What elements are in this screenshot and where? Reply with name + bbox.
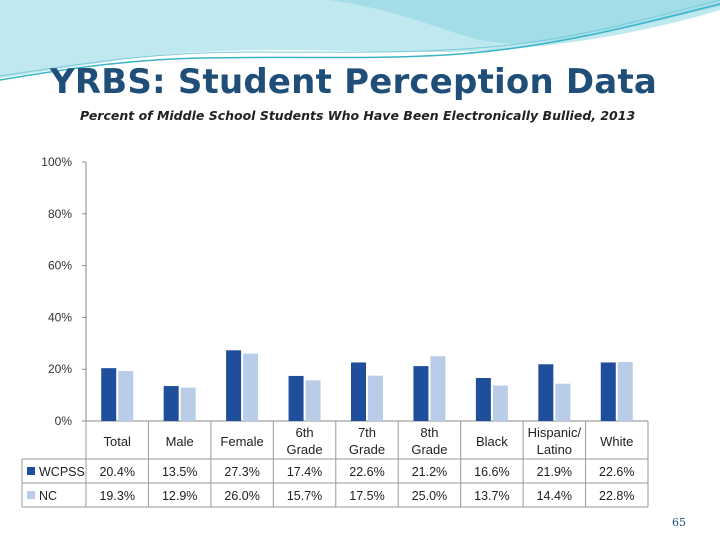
bar-nc: [305, 380, 321, 421]
chart-title: Percent of Middle School Students Who Ha…: [80, 108, 636, 123]
data-cell: 26.0%: [224, 489, 259, 503]
page-number: 65: [672, 516, 686, 529]
slide-title: YRBS: Student Perception Data: [50, 62, 658, 102]
bar-chart: 0% 20% 40% 60% 80% 100% Total Male Female 6th Grad…: [21, 155, 649, 508]
y-tick-label: 60%: [48, 259, 72, 273]
data-cell: 14.4%: [537, 489, 572, 503]
header-wave-line: [0, 3, 720, 81]
data-cell: 17.4%: [287, 465, 322, 479]
data-cell: 19.3%: [99, 489, 134, 503]
y-tick-label: 20%: [48, 362, 72, 376]
data-cell: 22.6%: [599, 465, 634, 479]
data-cell: 22.6%: [349, 465, 384, 479]
data-cell: 21.9%: [537, 465, 572, 479]
data-cell: 27.3%: [224, 465, 259, 479]
bar-wcpss: [163, 386, 179, 421]
y-tick-label: 100%: [41, 155, 72, 169]
bar-nc: [430, 356, 446, 421]
slide-header-decoration: [0, 0, 720, 81]
chart-panel: Percent of Middle School Students Who Ha…: [20, 104, 672, 516]
data-cell: 20.4%: [99, 465, 134, 479]
data-cell: 12.9%: [162, 489, 197, 503]
category-label: Latino: [537, 442, 572, 457]
category-label: Male: [166, 434, 194, 449]
header-wave-accent: [330, 0, 720, 44]
y-tick-label: 80%: [48, 207, 72, 221]
category-label: Grade: [286, 442, 322, 457]
data-cell: 13.5%: [162, 465, 197, 479]
legend-swatch-wcpss: [27, 467, 35, 475]
bar-nc: [368, 375, 383, 421]
bar-nc: [555, 383, 571, 421]
data-cell: 22.8%: [599, 489, 634, 503]
category-label: 6th: [296, 425, 314, 440]
bar-wcpss: [475, 378, 491, 421]
data-cell: 21.2%: [412, 465, 447, 479]
bar-wcpss: [538, 364, 554, 421]
category-label: Hispanic/: [528, 425, 582, 440]
data-cell: 17.5%: [349, 489, 384, 503]
category-label: Total: [103, 434, 131, 449]
category-label: Female: [220, 434, 263, 449]
bar-wcpss: [351, 362, 366, 421]
bar-nc: [118, 371, 134, 421]
bar-nc: [180, 387, 196, 421]
data-cell: 13.7%: [474, 489, 509, 503]
category-label: Grade: [349, 442, 385, 457]
bar-wcpss: [101, 368, 117, 421]
legend-label: NC: [39, 489, 57, 503]
y-tick-label: 0%: [55, 414, 73, 428]
legend-swatch-nc: [27, 491, 35, 499]
data-cell: 16.6%: [474, 465, 509, 479]
category-label: Grade: [411, 442, 447, 457]
bar-wcpss: [288, 375, 304, 421]
y-tick-label: 40%: [48, 310, 72, 324]
bar-wcpss: [413, 366, 429, 421]
data-cell: 15.7%: [287, 489, 322, 503]
bar-nc: [243, 353, 259, 421]
category-label: White: [600, 434, 633, 449]
bar-nc: [617, 361, 633, 421]
bar-nc: [492, 385, 508, 421]
bar-wcpss: [226, 350, 242, 421]
bar-wcpss: [600, 362, 616, 421]
category-label: Black: [476, 434, 508, 449]
category-label: 7th: [358, 425, 376, 440]
legend-label: WCPSS: [39, 465, 85, 479]
header-wave-line-2: [0, 0, 720, 77]
data-cell: 25.0%: [412, 489, 447, 503]
category-label: 8th: [420, 425, 438, 440]
